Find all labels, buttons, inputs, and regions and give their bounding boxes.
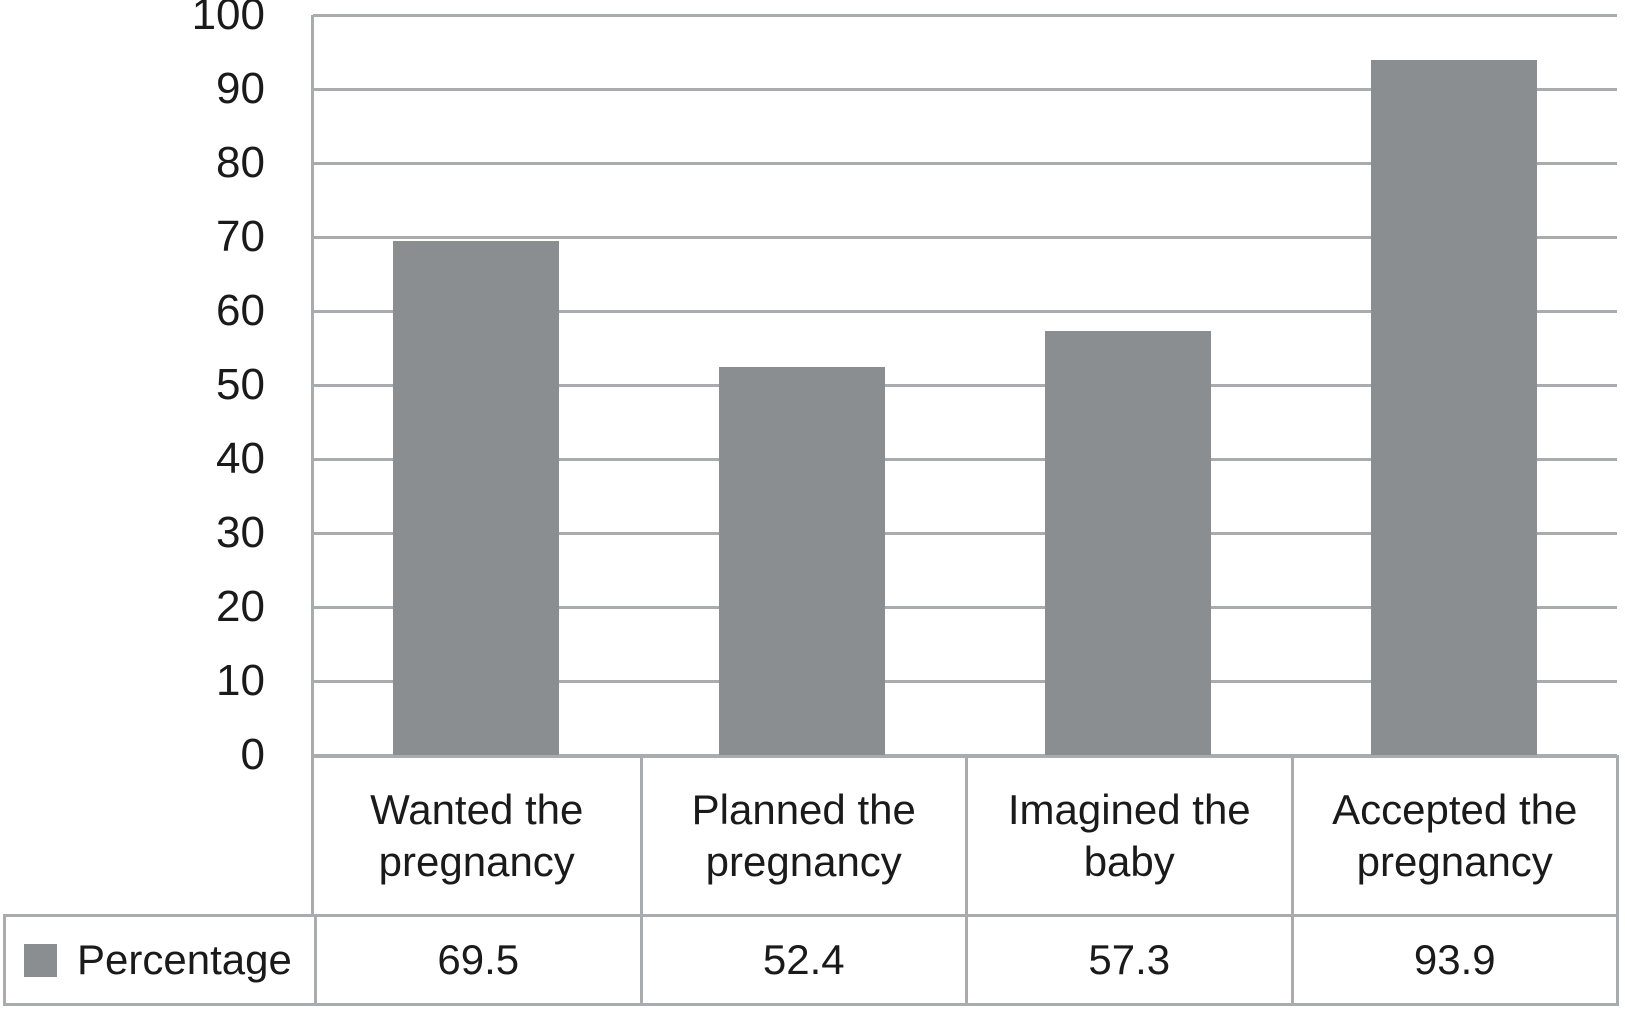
bar-2 (719, 367, 885, 755)
gridline-70 (313, 235, 1617, 239)
gridline-80 (313, 161, 1617, 165)
y-tick-label-50: 50 (216, 360, 265, 409)
category-axis-row: Wanted the pregnancy Planned the pregnanc… (311, 755, 1619, 917)
plot-area (313, 13, 1617, 757)
value-cell-3: 57.3 (965, 917, 1291, 1003)
y-tick-label-70: 70 (216, 212, 265, 261)
gridline-50 (313, 383, 1617, 387)
y-tick-label-90: 90 (216, 64, 265, 113)
y-tick-label-60: 60 (216, 286, 265, 335)
legend-series-label: Percentage (77, 936, 292, 983)
category-label-4: Accepted the pregnancy (1290, 758, 1617, 914)
gridline-20 (313, 605, 1617, 609)
gridline-30 (313, 531, 1617, 535)
gridline-100 (313, 13, 1617, 17)
y-axis: 0 10 20 30 40 50 60 70 80 90 100 (0, 0, 265, 1015)
gridline-40 (313, 457, 1617, 461)
bar-4 (1371, 60, 1537, 755)
y-tick-label-40: 40 (216, 434, 265, 483)
y-tick-label-80: 80 (216, 138, 265, 187)
data-table-row: Percentage 69.5 52.4 57.3 93.9 (3, 914, 1619, 1006)
gridline-10 (313, 679, 1617, 683)
value-cell-1: 69.5 (314, 917, 640, 1003)
gridline-60 (313, 309, 1617, 313)
legend-swatch-icon (24, 943, 57, 977)
bar-1 (393, 240, 559, 755)
y-tick-label-100: 100 (191, 0, 265, 39)
bar-3 (1045, 330, 1211, 755)
legend-cell: Percentage (6, 917, 314, 1003)
category-label-2: Planned the pregnancy (639, 758, 966, 914)
value-cell-4: 93.9 (1290, 917, 1617, 1003)
y-tick-label-30: 30 (216, 508, 265, 557)
category-label-3: Imagined the baby (965, 758, 1291, 914)
y-tick-label-0: 0 (240, 730, 265, 779)
value-cell-2: 52.4 (639, 917, 966, 1003)
category-label-1: Wanted the pregnancy (370, 786, 584, 885)
gridline-90 (313, 87, 1617, 91)
y-axis-line (311, 15, 314, 758)
y-tick-label-20: 20 (216, 582, 265, 631)
y-tick-label-10: 10 (216, 656, 265, 705)
